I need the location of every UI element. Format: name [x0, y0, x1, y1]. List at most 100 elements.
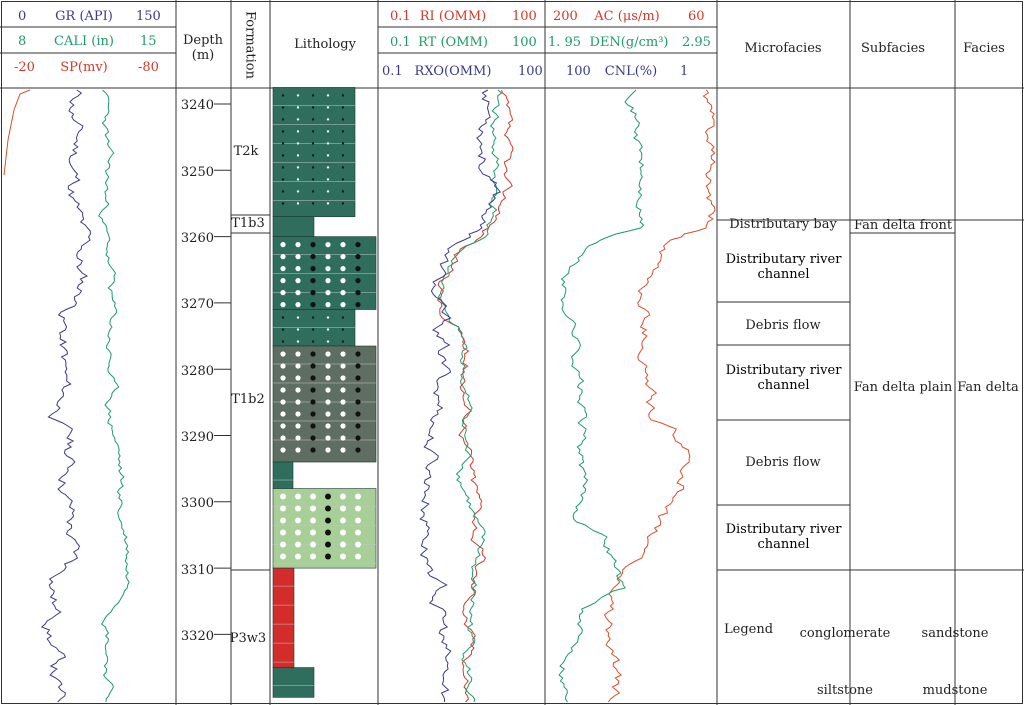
rxo-max: 100 [518, 64, 543, 79]
lithology-grain [325, 399, 331, 405]
lithology-title: Lithology [294, 37, 356, 52]
rt-label: RT (OMM) [418, 35, 488, 50]
lithology-grain [340, 517, 346, 524]
lithology-grain [355, 254, 361, 260]
ac-label: AC (μs/m) [594, 9, 660, 24]
lithology-grain [280, 553, 286, 560]
lithology-grain [355, 541, 361, 548]
lithology-grain [295, 254, 301, 260]
cali-min: 8 [18, 34, 27, 49]
lithology-grain [310, 363, 316, 369]
lithology-grain [280, 423, 286, 429]
facies-title: Facies [963, 41, 1005, 56]
lithology-grain [311, 154, 315, 157]
lithology-grain [281, 166, 285, 169]
lithology-bed [272, 87, 356, 218]
rt-min: 0.1 [390, 35, 411, 50]
lithology-grain [296, 340, 300, 343]
lithology-grain [295, 363, 301, 369]
lithology-grain [296, 154, 300, 157]
lithology-grain [311, 190, 315, 193]
lithology-grain [355, 278, 361, 284]
lithology-grain [340, 290, 346, 296]
lithology-grain [311, 130, 315, 133]
lithology-grain [325, 363, 331, 369]
lithology-grain [296, 106, 300, 109]
lithology-grain [281, 142, 285, 145]
lithology-grain [280, 254, 286, 260]
lithology-grain [340, 266, 346, 272]
lithology-grain [325, 290, 331, 296]
ac-min: 200 [553, 9, 578, 24]
lithology-grain [326, 190, 330, 193]
lithology-grain [341, 190, 345, 193]
lithology-grain [326, 178, 330, 181]
microfacies-channel-2: Distributary river channel [725, 363, 842, 393]
lithology-grain [280, 302, 286, 308]
lithology-grain [340, 351, 346, 357]
lithology-grain [281, 340, 285, 343]
lithology-grain [325, 505, 331, 512]
legend-siltstone-label: siltstone [817, 683, 873, 698]
lithology-grain [325, 553, 331, 560]
lithology-grain [325, 493, 331, 500]
lithology-grain [325, 351, 331, 357]
formation-p3w3: P3w3 [229, 631, 267, 646]
lithology-grain [340, 411, 346, 417]
lithology-grain [295, 278, 301, 284]
gr-label: GR (API) [55, 9, 113, 24]
cnl-min: 100 [566, 64, 591, 79]
lithology-grain [325, 447, 331, 453]
lithology-grain [326, 142, 330, 145]
lithology-grain [280, 266, 286, 272]
lithology-grain [325, 242, 331, 248]
lithology-grain [340, 435, 346, 441]
lithology-grain [355, 399, 361, 405]
lithology-grain [341, 118, 345, 121]
lithology-grain [340, 387, 346, 393]
lithology-grain [310, 290, 316, 296]
rxo-label: RXO(OMM) [414, 64, 492, 79]
lithology-bed [272, 216, 315, 237]
lithology-grain [340, 553, 346, 560]
lithology-grain [355, 553, 361, 560]
ri-label: RI (OMM) [419, 9, 487, 24]
lithology-grain [295, 351, 301, 357]
depth-title-line2: (m) [191, 48, 215, 63]
lithology-grain [280, 529, 286, 536]
lithology-grain [296, 118, 300, 121]
gr-curve [40, 89, 91, 703]
lithology-grain [280, 278, 286, 284]
lithology-grain [311, 142, 315, 145]
lithology-grain [340, 447, 346, 453]
microfacies-channel-3: Distributary river channel [725, 522, 842, 552]
ri-min: 0.1 [390, 9, 411, 24]
lithology-grain [340, 302, 346, 308]
lithology-grain [355, 447, 361, 453]
lithology-bed [272, 667, 315, 698]
lithology-grain [341, 94, 345, 97]
depth-title-line1: Depth [182, 33, 224, 48]
lithology-grain [280, 387, 286, 393]
lithology-grain [295, 411, 301, 417]
depth-tick: 3320 [180, 629, 214, 644]
rxo-curve [419, 89, 501, 703]
depth-tick: 3310 [180, 563, 214, 578]
lithology-grain [310, 411, 316, 417]
lithology-grain [310, 302, 316, 308]
legend-title: Legend [724, 622, 774, 637]
lithology-grain [280, 435, 286, 441]
lithology-grain [296, 328, 300, 331]
lithology-grain [325, 529, 331, 536]
lithology-grain [281, 118, 285, 121]
legend-mudstone-label: mudstone [922, 683, 988, 698]
lithology-grain [325, 387, 331, 393]
lithology-grain [296, 94, 300, 97]
lithology-grain [355, 363, 361, 369]
rt-max: 100 [512, 35, 537, 50]
lithology-grain [341, 340, 345, 343]
lithology-grain [310, 435, 316, 441]
facies-fan-delta: Fan delta [957, 380, 1019, 395]
lithology-grain [325, 423, 331, 429]
